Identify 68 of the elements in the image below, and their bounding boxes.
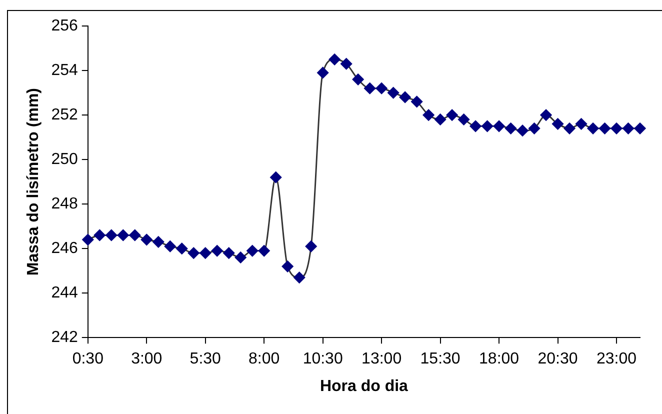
x-tick-label: 18:00 (479, 350, 520, 368)
point (587, 122, 599, 134)
point (458, 114, 470, 126)
x-tick-label: 3:00 (131, 350, 162, 368)
point (129, 229, 141, 241)
y-tick-label: 250 (51, 150, 78, 168)
point (434, 114, 446, 126)
point (516, 124, 528, 136)
point (422, 109, 434, 121)
point (200, 247, 212, 259)
point (258, 245, 270, 257)
y-axis-title: Massa do lisímetro (mm) (25, 88, 42, 276)
y-tick-label: 244 (51, 284, 78, 302)
point (117, 229, 129, 241)
x-tick-label: 0:30 (72, 350, 104, 368)
point (106, 229, 118, 241)
point (82, 234, 94, 246)
point (634, 122, 646, 134)
point (540, 109, 552, 121)
y-tick-label: 248 (51, 195, 78, 212)
point (493, 120, 505, 132)
x-tick-label: 8:00 (248, 350, 280, 368)
y-tick-label: 252 (51, 106, 78, 124)
point (564, 122, 576, 134)
x-tick-label: 10:30 (302, 350, 343, 368)
x-tick-label: 23:00 (596, 350, 637, 368)
point (211, 245, 223, 257)
point (599, 122, 611, 134)
point (376, 82, 388, 94)
point (234, 252, 246, 264)
point (364, 82, 376, 94)
point (282, 260, 294, 272)
point (164, 240, 176, 252)
x-tick-label: 5:30 (190, 350, 222, 368)
x-tick-label: 13:00 (362, 350, 402, 368)
point (317, 66, 329, 78)
point (610, 122, 622, 134)
point (446, 109, 458, 121)
point (576, 118, 588, 130)
point (328, 54, 340, 66)
x-tick-label: 15:30 (420, 350, 460, 368)
y-tick-label: 242 (51, 329, 78, 346)
point (270, 172, 282, 184)
point (470, 120, 482, 132)
point (528, 122, 540, 134)
point (94, 229, 106, 241)
x-tick-label: 20:30 (538, 350, 578, 368)
y-tick-label: 256 (51, 17, 78, 34)
point (305, 240, 317, 252)
point (223, 247, 235, 259)
point (176, 242, 188, 254)
point (482, 120, 494, 132)
point (411, 96, 423, 108)
y-tick-label: 254 (51, 62, 78, 79)
point (140, 234, 152, 246)
point (188, 247, 200, 259)
point (552, 118, 564, 130)
point (622, 122, 634, 134)
point (399, 91, 411, 103)
point (340, 58, 352, 70)
x-axis-title: Hora do dia (320, 378, 408, 395)
point (505, 122, 517, 134)
y-tick-label: 246 (51, 240, 78, 257)
point (352, 74, 364, 86)
point (246, 245, 258, 257)
point (152, 236, 164, 248)
point (388, 87, 400, 99)
point (294, 272, 306, 284)
